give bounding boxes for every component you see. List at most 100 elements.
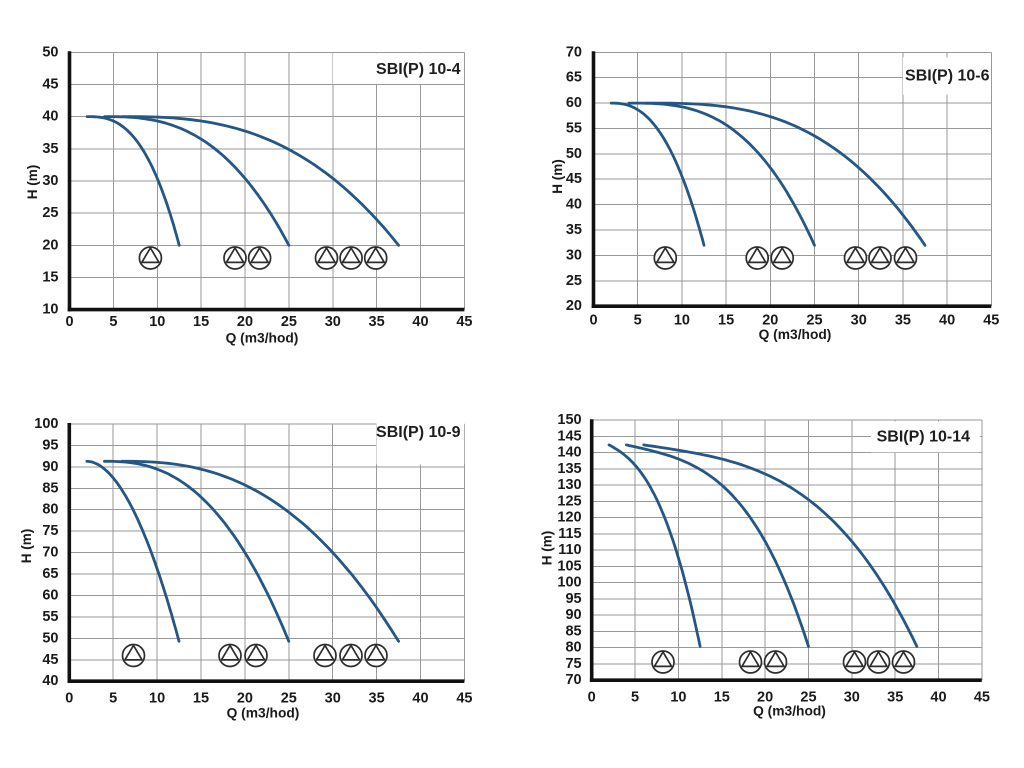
svg-text:5: 5: [109, 690, 117, 706]
svg-text:65: 65: [566, 70, 582, 86]
svg-text:40: 40: [412, 690, 428, 706]
svg-text:25: 25: [281, 690, 297, 706]
svg-text:20: 20: [42, 237, 58, 253]
svg-text:100: 100: [557, 575, 581, 591]
svg-text:20: 20: [237, 690, 253, 706]
svg-text:35: 35: [42, 141, 58, 157]
svg-text:H (m): H (m): [550, 159, 565, 194]
svg-text:70: 70: [566, 44, 582, 60]
svg-text:5: 5: [631, 689, 639, 705]
svg-text:70: 70: [42, 545, 58, 561]
svg-text:40: 40: [939, 313, 955, 329]
svg-text:45: 45: [566, 171, 582, 187]
svg-text:60: 60: [566, 95, 582, 111]
svg-text:Q (m3/hod): Q (m3/hod): [759, 327, 832, 342]
svg-text:SBI(P) 10-4: SBI(P) 10-4: [376, 61, 461, 78]
svg-text:30: 30: [566, 247, 582, 263]
svg-text:40: 40: [42, 673, 58, 689]
svg-text:25: 25: [42, 205, 58, 221]
svg-text:140: 140: [557, 445, 581, 461]
svg-text:10: 10: [674, 313, 690, 329]
svg-text:95: 95: [565, 591, 581, 607]
svg-text:50: 50: [42, 630, 58, 646]
svg-text:90: 90: [565, 607, 581, 623]
svg-text:15: 15: [193, 690, 209, 706]
svg-text:40: 40: [930, 689, 946, 705]
svg-text:20: 20: [237, 314, 253, 330]
svg-text:10: 10: [42, 302, 58, 318]
svg-text:120: 120: [557, 510, 581, 526]
svg-text:35: 35: [887, 689, 903, 705]
svg-text:70: 70: [565, 672, 581, 688]
svg-text:5: 5: [109, 314, 117, 330]
svg-text:45: 45: [42, 652, 58, 668]
svg-text:65: 65: [42, 566, 58, 582]
svg-text:45: 45: [42, 77, 58, 93]
svg-text:5: 5: [634, 313, 642, 329]
svg-text:25: 25: [566, 273, 582, 289]
svg-text:0: 0: [65, 314, 73, 330]
svg-text:90: 90: [42, 459, 58, 475]
svg-text:80: 80: [42, 502, 58, 518]
svg-text:95: 95: [42, 437, 58, 453]
svg-text:10: 10: [670, 689, 686, 705]
svg-text:0: 0: [65, 690, 73, 706]
svg-text:30: 30: [851, 313, 867, 329]
svg-text:25: 25: [806, 313, 822, 329]
svg-text:0: 0: [589, 313, 597, 329]
svg-text:55: 55: [566, 121, 582, 137]
svg-text:35: 35: [369, 314, 385, 330]
svg-text:SBI(P) 10-9: SBI(P) 10-9: [376, 424, 461, 441]
svg-text:150: 150: [557, 412, 581, 428]
svg-text:20: 20: [762, 313, 778, 329]
svg-text:SBI(P) 10-14: SBI(P) 10-14: [877, 428, 970, 445]
svg-text:85: 85: [42, 480, 58, 496]
svg-text:100: 100: [34, 416, 58, 432]
svg-text:45: 45: [974, 689, 990, 705]
svg-text:Q (m3/hod): Q (m3/hod): [227, 706, 300, 721]
svg-text:45: 45: [983, 313, 999, 329]
svg-text:15: 15: [714, 689, 730, 705]
svg-text:25: 25: [281, 314, 297, 330]
svg-text:0: 0: [588, 689, 596, 705]
svg-text:30: 30: [325, 690, 341, 706]
svg-text:135: 135: [557, 461, 581, 477]
svg-text:35: 35: [369, 690, 385, 706]
svg-text:25: 25: [800, 689, 816, 705]
svg-text:Q (m3/hod): Q (m3/hod): [226, 331, 299, 346]
svg-text:145: 145: [557, 428, 581, 444]
svg-text:125: 125: [557, 493, 581, 509]
svg-text:10: 10: [149, 690, 165, 706]
svg-text:45: 45: [456, 690, 472, 706]
svg-text:10: 10: [149, 314, 165, 330]
svg-text:115: 115: [558, 526, 581, 542]
svg-text:20: 20: [757, 689, 773, 705]
svg-text:Q (m3/hod): Q (m3/hod): [753, 704, 826, 719]
svg-text:105: 105: [557, 559, 581, 575]
svg-text:35: 35: [895, 313, 911, 329]
svg-text:80: 80: [565, 640, 581, 656]
svg-text:40: 40: [566, 197, 582, 213]
svg-text:H (m): H (m): [19, 529, 34, 564]
svg-text:30: 30: [42, 173, 58, 189]
svg-text:35: 35: [566, 222, 582, 238]
svg-text:50: 50: [566, 146, 582, 162]
svg-text:30: 30: [844, 689, 860, 705]
svg-text:85: 85: [565, 624, 581, 640]
svg-text:15: 15: [42, 269, 58, 285]
svg-text:50: 50: [42, 44, 58, 60]
svg-text:15: 15: [193, 314, 209, 330]
svg-text:40: 40: [412, 314, 428, 330]
svg-text:60: 60: [42, 588, 58, 604]
svg-text:110: 110: [558, 542, 581, 558]
svg-text:15: 15: [718, 313, 734, 329]
svg-text:30: 30: [325, 314, 341, 330]
svg-text:130: 130: [557, 477, 581, 493]
svg-text:75: 75: [42, 523, 58, 539]
svg-text:SBI(P) 10-6: SBI(P) 10-6: [905, 68, 990, 85]
svg-text:H (m): H (m): [25, 165, 40, 200]
svg-text:20: 20: [566, 298, 582, 314]
svg-text:40: 40: [42, 109, 58, 125]
svg-text:55: 55: [42, 609, 58, 625]
svg-text:45: 45: [456, 314, 472, 330]
